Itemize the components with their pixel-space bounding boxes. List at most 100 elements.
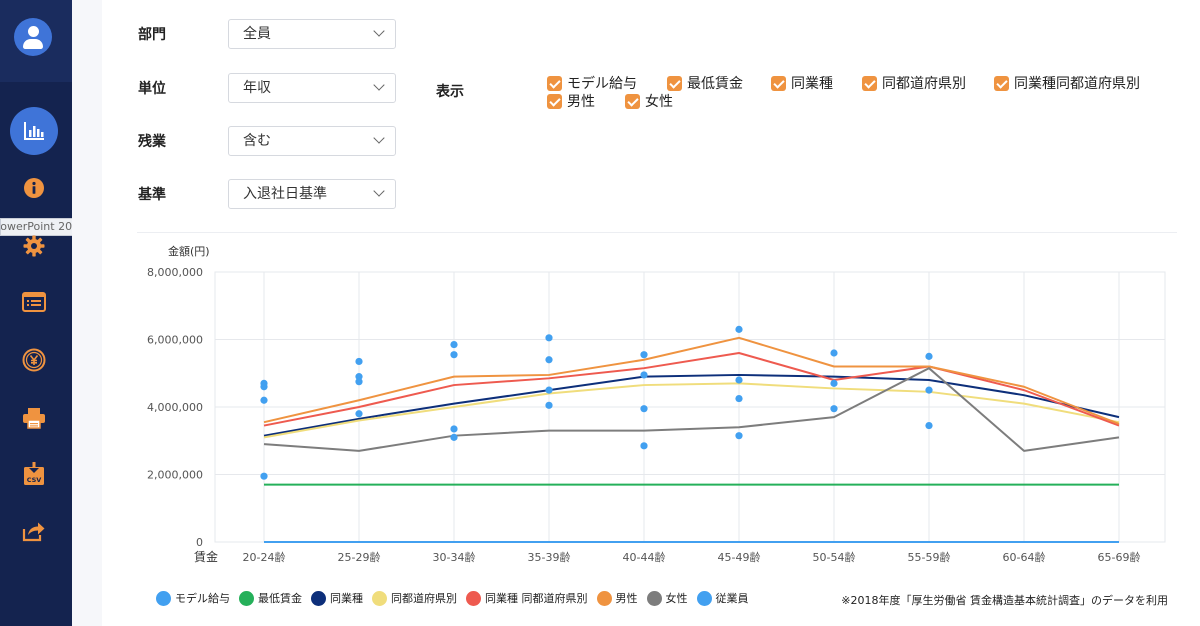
department-label: 部門 (138, 27, 166, 43)
series-line-6 (263, 367, 1120, 452)
legend-item[interactable]: 同業種 同都道府県別 (466, 590, 588, 606)
checkbox-checked-icon (547, 93, 562, 109)
legend-item[interactable]: 男性 (596, 590, 638, 606)
legend-item[interactable]: 同都道府県別 (372, 590, 457, 606)
legend-dot (596, 590, 612, 606)
employee-point (545, 356, 553, 364)
printer-icon (23, 408, 45, 429)
checkbox-minimum-wage[interactable]: 最低賃金 (667, 73, 743, 93)
overtime-value: 含む (243, 133, 271, 149)
checkbox-female[interactable]: 女性 (625, 91, 673, 111)
employee-point (260, 383, 268, 391)
legend-item[interactable]: 最低賃金 (239, 590, 302, 606)
employee-point (735, 432, 743, 440)
chart-legend: モデル給与 最低賃金 同業種 同都道府県別 同業種 同都道府県別 男性 女性 従業員 (156, 590, 758, 606)
legend-label: 従業員 (715, 592, 749, 605)
sidebar-item-info[interactable] (10, 164, 58, 212)
legend-item[interactable]: 同業種 (311, 590, 363, 606)
x-axis-label: 賃金 (194, 549, 218, 564)
checkbox-label: 女性 (645, 94, 673, 110)
x-tick-label: 55-59齢 (908, 550, 951, 564)
checkbox-label: モデル給与 (567, 76, 637, 92)
legend-label: 女性 (665, 592, 688, 605)
unit-select[interactable]: 年収 (228, 73, 396, 103)
series-line-2 (263, 373, 1120, 437)
legend-label: 男性 (615, 592, 638, 605)
employee-point (545, 386, 553, 394)
checkbox-checked-icon (625, 93, 640, 109)
sidebar-item-salary[interactable] (10, 336, 58, 384)
employee-point (640, 442, 648, 450)
checkbox-checked-icon (547, 75, 562, 91)
employee-point (735, 325, 743, 333)
x-tick-label: 30-34齢 (433, 550, 476, 564)
bar-chart-icon (24, 122, 44, 140)
sidebar: PowerPoint 2016 (0, 0, 86, 626)
employee-point (735, 394, 743, 403)
employee-point (355, 357, 363, 366)
employee-point (355, 378, 363, 386)
employee-point (640, 371, 648, 379)
svg-text:CSV: CSV (27, 476, 42, 484)
employee-point (830, 405, 838, 413)
checkbox-checked-icon (771, 75, 786, 91)
info-icon (24, 178, 44, 198)
sidebar-item-share[interactable] (10, 507, 58, 555)
legend-dot (156, 590, 171, 606)
employee-point (450, 351, 458, 359)
checkbox-male[interactable]: 男性 (547, 91, 595, 111)
employee-point (640, 405, 648, 413)
checkbox-label: 同業種同都道府県別 (1014, 76, 1140, 92)
legend-label: 同業種 同都道府県別 (485, 592, 588, 605)
x-tick-label: 45-49齢 (718, 550, 761, 564)
department-select[interactable]: 全員 (228, 19, 396, 49)
employee-point (830, 349, 838, 357)
y-tick-label: 6,000,000 (147, 334, 203, 347)
x-tick-label: 60-64齢 (1003, 550, 1046, 564)
basis-label: 基準 (138, 187, 166, 203)
overtime-select[interactable]: 含む (228, 126, 396, 156)
legend-item[interactable]: モデル給与 (156, 590, 230, 606)
checkbox-model-salary[interactable]: モデル給与 (547, 73, 637, 93)
employee-point (450, 433, 458, 441)
employee-point (640, 351, 648, 359)
x-tick-label: 35-39齢 (528, 550, 571, 564)
y-tick-label: 2,000,000 (147, 469, 203, 482)
y-tick-label: 4,000,000 (147, 401, 203, 414)
list-card-icon (22, 292, 46, 312)
checkbox-checked-icon (994, 75, 1009, 91)
y-tick-label: 0 (196, 536, 203, 549)
sidebar-item-csv[interactable]: CSV (10, 450, 58, 498)
y-axis-label: 金額(円) (168, 244, 210, 258)
sidebar-item-settings[interactable] (10, 222, 58, 270)
gear-icon (23, 235, 45, 257)
x-tick-label: 65-69齢 (1098, 550, 1141, 564)
legend-label: 同都道府県別 (391, 592, 457, 605)
employee-point (450, 340, 458, 349)
avatar-head (28, 26, 39, 37)
basis-select[interactable]: 入退社日基準 (228, 179, 396, 209)
yen-coin-icon (22, 348, 46, 372)
employee-point (830, 379, 838, 387)
series-line-3 (263, 382, 1120, 439)
legend-dot (466, 590, 481, 606)
display-label: 表示 (436, 84, 464, 100)
checkbox-same-prefecture[interactable]: 同都道府県別 (862, 73, 966, 93)
legend-label: モデル給与 (175, 592, 230, 605)
avatar[interactable] (14, 18, 52, 56)
employee-point (450, 425, 458, 433)
legend-item[interactable]: 女性 (646, 590, 688, 606)
checkbox-same-industry[interactable]: 同業種 (771, 73, 833, 93)
legend-item[interactable]: 従業員 (696, 590, 749, 606)
employee-point (260, 472, 268, 480)
sidebar-item-print[interactable] (10, 394, 58, 442)
employee-point (925, 352, 933, 360)
divider (137, 232, 1177, 233)
checkbox-label: 同業種 (791, 76, 833, 92)
employee-point (925, 386, 933, 394)
checkbox-industry-prefecture[interactable]: 同業種同都道府県別 (994, 73, 1140, 93)
sidebar-item-list[interactable] (10, 278, 58, 326)
sidebar-item-chart[interactable] (10, 107, 58, 155)
employee-point (355, 410, 363, 418)
